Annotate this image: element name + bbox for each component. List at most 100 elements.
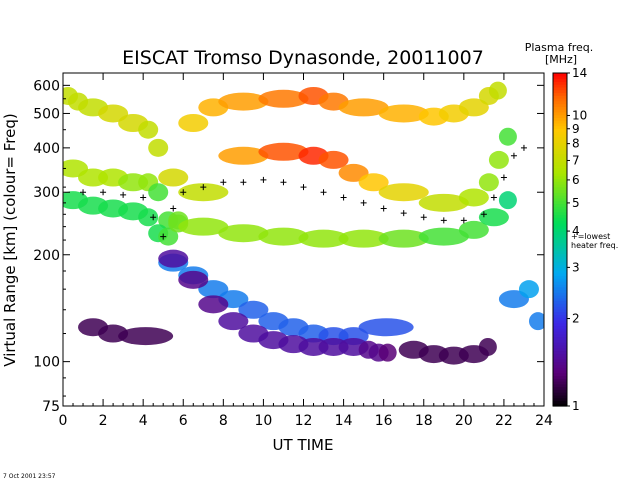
colorbar-segment bbox=[553, 253, 567, 257]
colorbar-tick-label: 3 bbox=[572, 260, 580, 274]
heater-marker bbox=[300, 184, 307, 191]
heater-marker bbox=[170, 205, 177, 212]
colorbar-segment bbox=[553, 147, 567, 152]
colorbar-segment bbox=[553, 361, 567, 365]
colorbar-segment bbox=[553, 308, 567, 313]
colorbar-marker-note: heater freq. bbox=[571, 241, 618, 250]
colorbar-segment bbox=[553, 200, 567, 205]
data-point bbox=[158, 249, 189, 268]
colorbar-tick-label: 7 bbox=[572, 153, 580, 167]
colorbar-segment bbox=[553, 403, 567, 407]
data-point bbox=[258, 142, 309, 161]
data-point bbox=[238, 300, 269, 319]
colorbar-segment bbox=[553, 114, 567, 118]
data-point bbox=[158, 227, 179, 246]
colorbar-title: Plasma freq. bbox=[525, 41, 594, 54]
colorbar-tick-label: 14 bbox=[572, 66, 587, 80]
colorbar-segment bbox=[553, 258, 567, 263]
colorbar-segment bbox=[553, 369, 567, 374]
colorbar-segment bbox=[553, 239, 567, 243]
colorbar-segment bbox=[553, 120, 567, 124]
colorbar-segment bbox=[553, 275, 567, 279]
data-point bbox=[148, 138, 169, 157]
colorbar-segment bbox=[553, 270, 567, 274]
colorbar-segment bbox=[553, 175, 567, 180]
colorbar-segment bbox=[553, 217, 567, 221]
colorbar-segment bbox=[553, 128, 567, 132]
chart-title: EISCAT Tromso Dynasonde, 20011007 bbox=[122, 47, 484, 69]
colorbar-segment bbox=[553, 233, 567, 238]
heater-marker bbox=[520, 144, 527, 151]
x-tick-label: 6 bbox=[179, 413, 188, 429]
colorbar-tick-label: 4 bbox=[572, 224, 580, 238]
heater-marker bbox=[400, 210, 407, 217]
colorbar-segment bbox=[553, 267, 567, 271]
axes: 0 2 4 6 8 10 12 14 16 18 20 22 247510020030040050060… bbox=[33, 72, 553, 429]
heater-marker bbox=[440, 217, 447, 224]
colorbar-segment bbox=[553, 300, 567, 304]
colorbar-segment bbox=[553, 86, 567, 91]
data-point bbox=[218, 92, 269, 111]
x-tick-label: 2 bbox=[99, 413, 108, 429]
colorbar-segment bbox=[553, 161, 567, 166]
colorbar-segment bbox=[553, 336, 567, 340]
x-tick-label: 16 bbox=[375, 413, 393, 429]
colorbar-segment bbox=[553, 356, 567, 360]
colorbar-tick-label: 8 bbox=[572, 137, 580, 151]
colorbar-segment bbox=[553, 208, 567, 213]
data-point bbox=[218, 224, 269, 243]
colorbar-segment bbox=[553, 84, 567, 88]
data-point bbox=[178, 217, 229, 236]
x-tick-label: 24 bbox=[535, 413, 553, 429]
data-point bbox=[498, 127, 517, 146]
heater-marker bbox=[320, 189, 327, 196]
data-point bbox=[498, 191, 517, 210]
data-point bbox=[138, 208, 159, 227]
colorbar-tick-label: 9 bbox=[572, 122, 580, 136]
colorbar-segment bbox=[553, 150, 567, 155]
y-tick-label: 75 bbox=[42, 399, 60, 415]
colorbar-segment bbox=[553, 364, 567, 368]
colorbar-segment bbox=[553, 139, 567, 143]
colorbar-segment bbox=[553, 378, 567, 382]
colorbar-segment bbox=[553, 319, 567, 324]
colorbar-segment bbox=[553, 283, 567, 288]
colorbar-segment bbox=[553, 172, 567, 177]
colorbar-segment bbox=[553, 256, 567, 260]
data-point bbox=[378, 104, 429, 123]
data-point bbox=[418, 227, 469, 246]
colorbar-segment bbox=[553, 306, 567, 310]
colorbar-segment bbox=[553, 289, 567, 293]
colorbar-segment bbox=[553, 397, 567, 402]
heater-marker bbox=[140, 194, 147, 201]
heater-marker bbox=[340, 194, 347, 201]
colorbar-segment bbox=[553, 339, 567, 343]
data-point bbox=[488, 81, 507, 100]
colorbar-segment bbox=[553, 75, 567, 80]
colorbar-segment bbox=[553, 170, 567, 174]
colorbar-segment bbox=[553, 73, 567, 77]
heater-marker bbox=[490, 194, 497, 201]
colorbar-segment bbox=[553, 142, 567, 146]
heater-marker bbox=[150, 214, 157, 221]
data-point bbox=[148, 183, 169, 202]
data-point bbox=[458, 98, 489, 117]
data-point bbox=[218, 312, 249, 331]
heater-marker bbox=[480, 211, 487, 218]
data-point bbox=[178, 270, 209, 289]
data-point bbox=[378, 343, 397, 362]
data-point bbox=[258, 227, 309, 246]
heater-marker bbox=[510, 152, 517, 159]
colorbar-segment bbox=[553, 400, 567, 404]
x-tick-label: 8 bbox=[219, 413, 228, 429]
colorbar-segment bbox=[553, 156, 567, 160]
heater-marker bbox=[380, 205, 387, 212]
colorbar-segment bbox=[553, 281, 567, 285]
colorbar-segment bbox=[553, 206, 567, 210]
colorbar-segment bbox=[553, 325, 567, 329]
colorbar-marker-note: +=lowest bbox=[571, 232, 610, 241]
colorbar-segment bbox=[553, 386, 567, 390]
y-tick-label: 300 bbox=[33, 185, 60, 201]
heater-marker bbox=[420, 214, 427, 221]
colorbar-segment bbox=[553, 297, 567, 302]
